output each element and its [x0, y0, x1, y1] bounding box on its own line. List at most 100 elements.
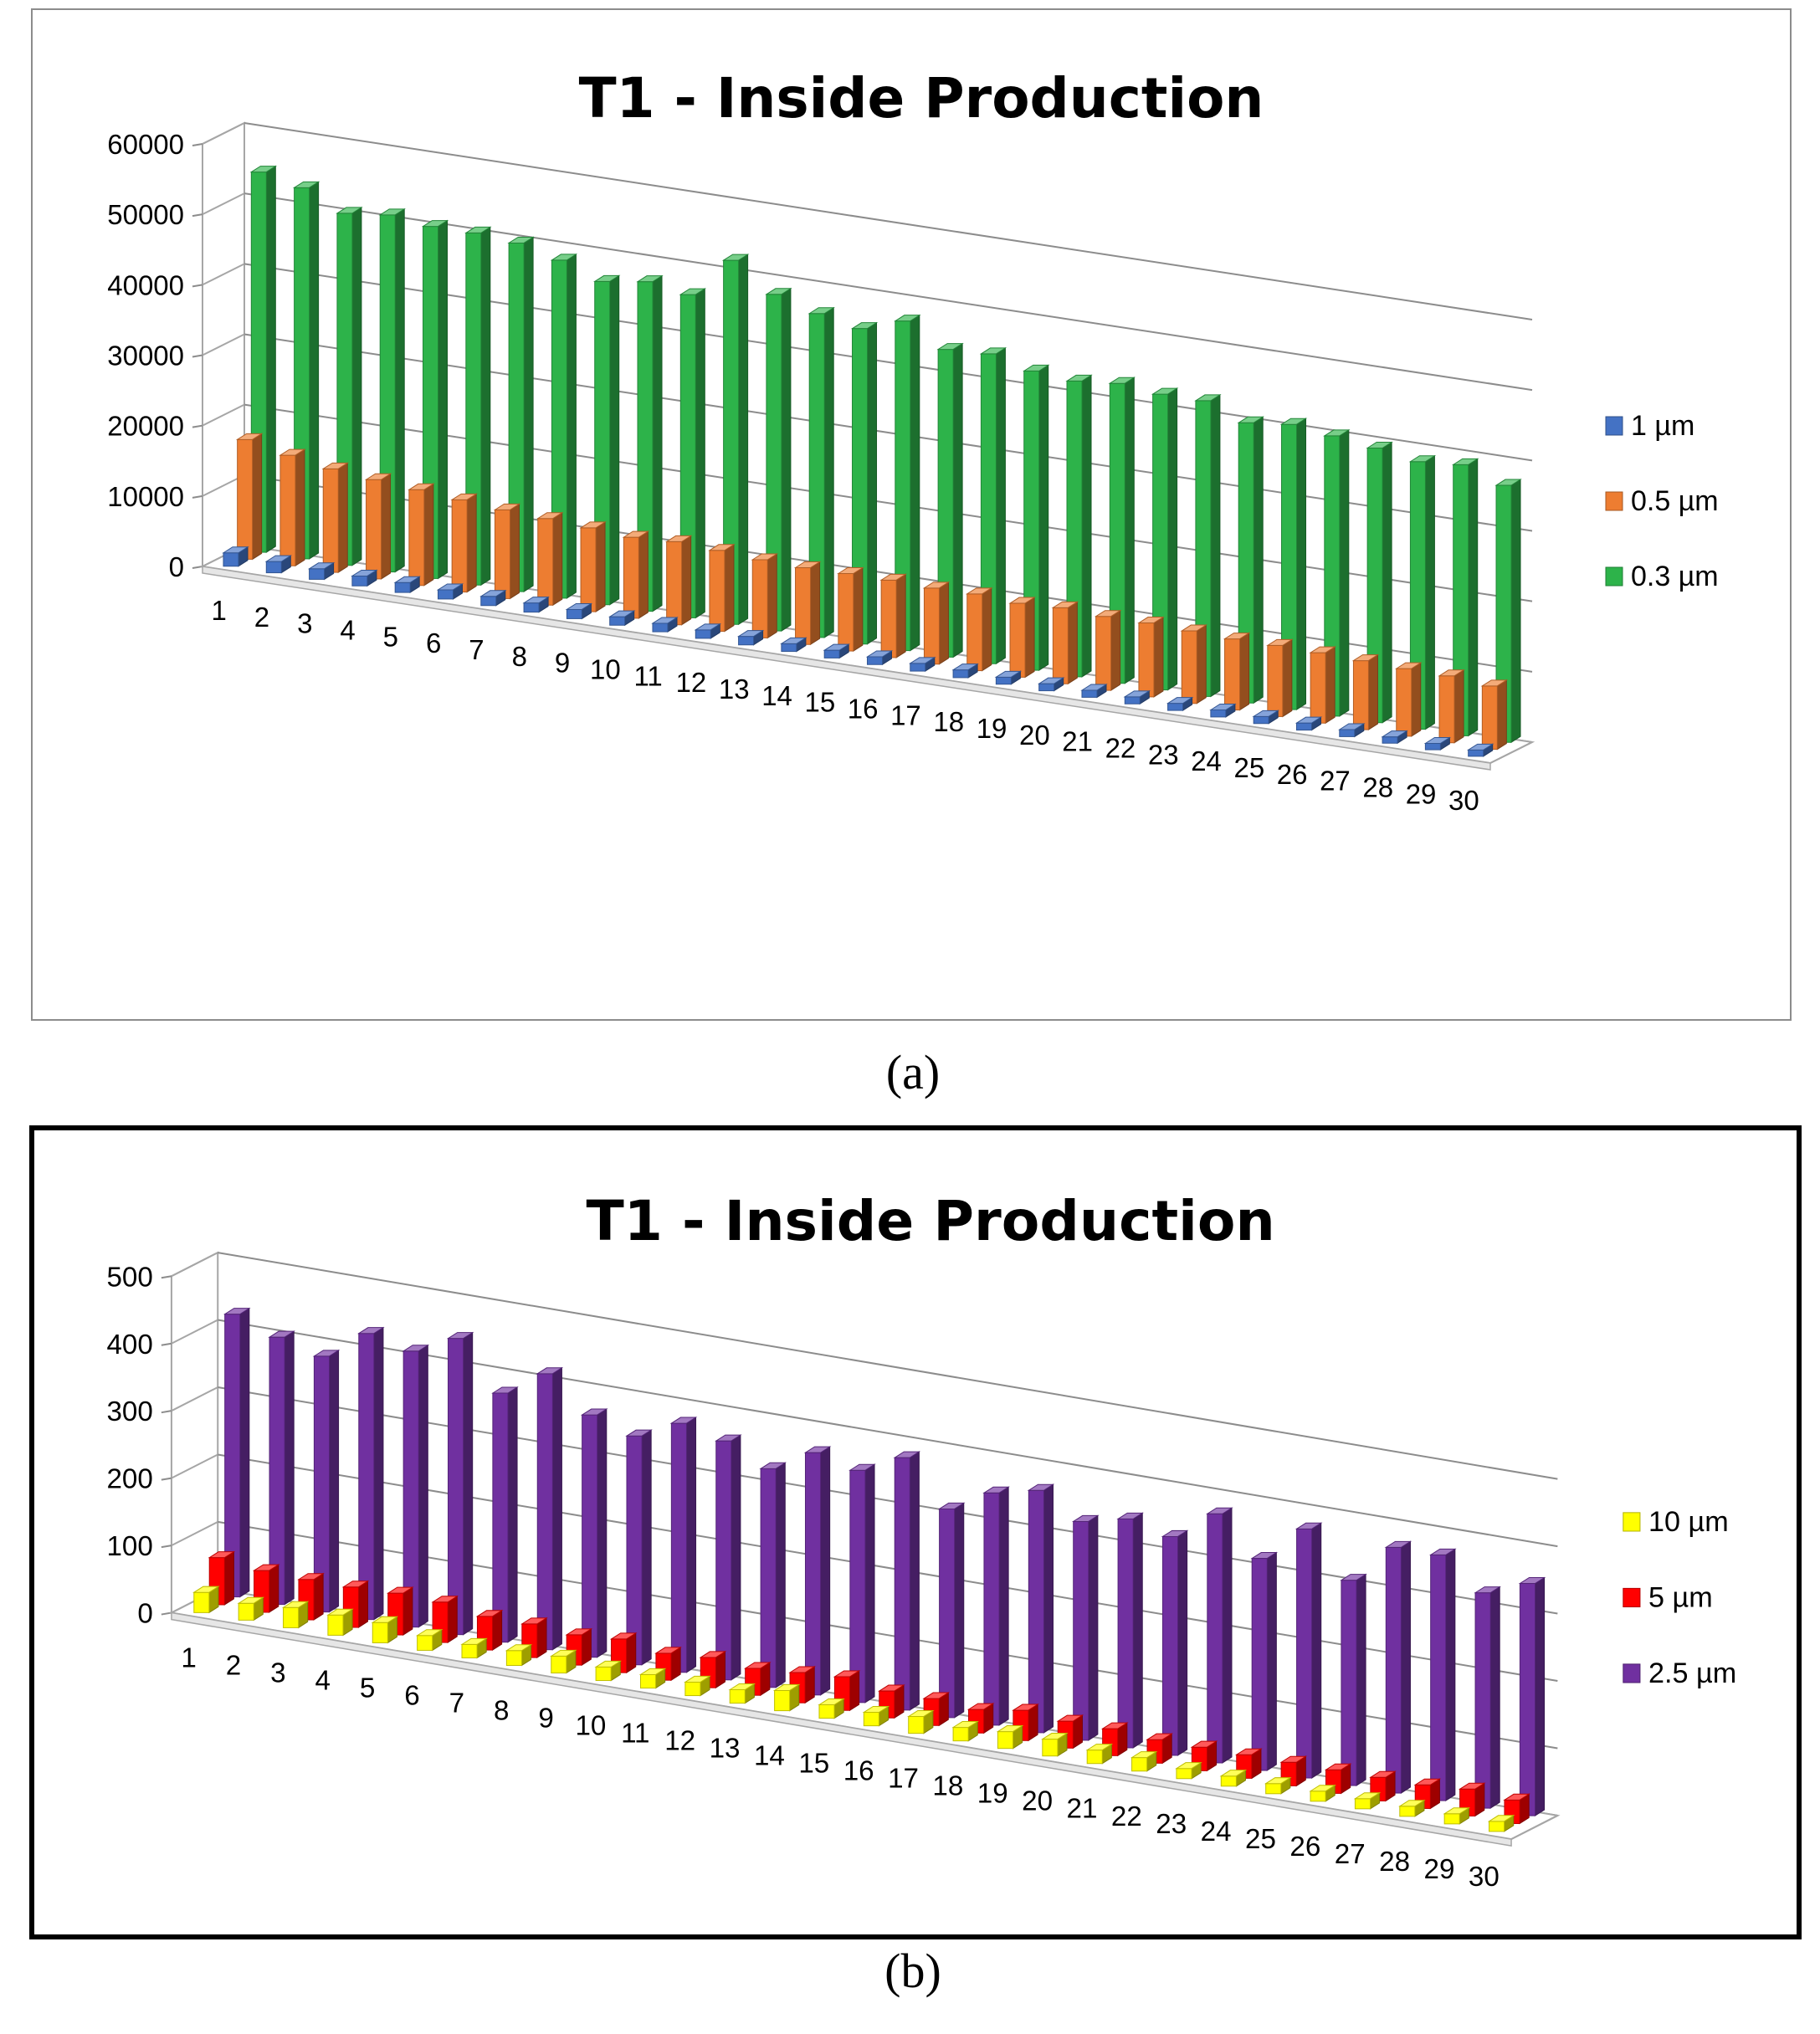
chart-b-x-tick-label: 14	[754, 1741, 785, 1772]
chart-a-bar-s1-c9	[565, 602, 593, 620]
chart-a-bar-s1-c24	[1209, 703, 1237, 718]
chart-a-bar-s3-c26	[1323, 429, 1351, 717]
chart-a-bar-s1-c16	[865, 650, 894, 666]
chart-b-x-tick-label: 30	[1469, 1862, 1500, 1893]
chart-a-bar-s2-c14	[793, 561, 822, 646]
panel-label-a: (a)	[885, 1045, 941, 1099]
chart-b-bar-s1-c9	[550, 1649, 577, 1674]
chart-b-bar-s1-c20	[1041, 1732, 1069, 1757]
chart-b-x-tick-label: 3	[270, 1657, 285, 1688]
chart-a-bar-s2-c4	[364, 473, 392, 580]
chart-a-bar-s3-c15	[850, 321, 879, 645]
chart-a-gridline	[202, 403, 1533, 602]
chart-a-bar-s1-c3	[307, 561, 336, 581]
chart-a-bar-s1-c11	[651, 617, 679, 633]
chart-b-bar-s1-c4	[326, 1608, 354, 1637]
chart-b-bar-s1-c14	[772, 1683, 801, 1712]
chart-a-y-tick-label: 60000	[107, 129, 184, 160]
chart-a-bar-s1-c12	[694, 622, 722, 639]
chart-b-bar-s1-c17	[906, 1709, 935, 1734]
chart-a-bar-s1-c14	[780, 637, 807, 653]
chart-b-x-tick-label: 28	[1379, 1847, 1410, 1878]
chart-b-bar-s1-c25	[1264, 1776, 1292, 1795]
chart-a-x-tick-label: 20	[1019, 720, 1050, 751]
chart-b-panel: T1 - Inside Production 0 100 200 300 400 500 1 2…	[29, 1125, 1802, 1939]
chart-b-x-tick-label: 19	[977, 1779, 1008, 1810]
chart-b-x-tick-label: 13	[710, 1734, 741, 1765]
chart-b-x-tick-label: 10	[575, 1711, 606, 1742]
chart-a-bar-s1-c30	[1466, 743, 1494, 757]
chart-a-bar-s1-c13	[736, 629, 765, 646]
chart-a-bar-s1-c6	[436, 583, 464, 600]
chart-b-bar-s1-c10	[594, 1660, 623, 1682]
chart-b-bar-s1-c18	[951, 1720, 979, 1742]
chart-b-x-tick-label: 21	[1067, 1794, 1098, 1825]
chart-b-x-tick-label: 29	[1424, 1854, 1455, 1885]
chart-a-bar-s1-c27	[1338, 723, 1366, 738]
chart-a-x-tick-label: 9	[555, 648, 570, 679]
chart-b-bar-s1-c30	[1487, 1814, 1515, 1832]
chart-b-bar-s3-c8	[536, 1366, 564, 1651]
chart-a-x-tick-label: 29	[1406, 778, 1437, 809]
chart-b-bar-s1-c28	[1398, 1799, 1426, 1817]
chart-a-x-tick-label: 8	[512, 641, 527, 672]
chart-b-x-tick-label: 22	[1111, 1801, 1142, 1832]
chart-b-bar-s3-c10	[625, 1429, 653, 1666]
chart-a-bar-s2-c21	[1094, 609, 1122, 691]
chart-b-x-tick-label: 16	[843, 1756, 874, 1787]
chart-b-gridline	[171, 1386, 1558, 1615]
chart-b-y-tick-label: 200	[106, 1464, 152, 1495]
chart-b-bar-s1-c16	[862, 1705, 890, 1727]
chart-a-gridline	[202, 263, 1533, 462]
chart-a-bar-s1-c8	[522, 596, 550, 613]
chart-b-bar-s3-c9	[580, 1408, 608, 1658]
chart-b-bar-s1-c2	[237, 1596, 265, 1622]
svg-text:0.3 µm: 0.3 µm	[1631, 561, 1719, 592]
chart-b-bar-s2-c25	[1279, 1755, 1308, 1787]
chart-a-bar-s2-c29	[1438, 669, 1465, 744]
chart-b-x-tick-label: 6	[404, 1680, 419, 1711]
chart-a-bar-s3-c19	[1022, 364, 1050, 671]
chart-a-x-tick-label: 19	[977, 713, 1007, 744]
chart-a-x-tick-label: 18	[933, 706, 964, 737]
chart-a-bar-s2-c5	[408, 483, 435, 587]
chart-b-bar-s2-c23	[1190, 1740, 1218, 1772]
chart-a-bar-s3-c10	[636, 274, 664, 612]
chart-a-x-tick-label: 14	[761, 680, 792, 711]
chart-a-bar-s2-c22	[1137, 616, 1165, 698]
chart-a-bar-s3-c6	[464, 226, 492, 587]
chart-a-x-tick-label: 1	[211, 595, 226, 626]
chart-b-bar-s3-c17	[937, 1502, 966, 1719]
chart-b-x-tick-label: 17	[888, 1764, 919, 1795]
chart-a-y-tick-label: 10000	[107, 481, 184, 512]
chart-a-bar-s3-c13	[765, 287, 792, 632]
chart-b-bar-s1-c26	[1309, 1784, 1336, 1802]
chart-b-gridline	[171, 1453, 1558, 1683]
chart-a-bar-s1-c22	[1123, 689, 1151, 705]
svg-text:5 µm: 5 µm	[1648, 1582, 1713, 1614]
chart-b-legend-item-1: 10 µm	[1623, 1506, 1729, 1538]
chart-b-bar-s3-c3	[312, 1349, 341, 1613]
chart-a-bar-s2-c9	[579, 521, 607, 612]
chart-b-bar-s3-c24	[1250, 1551, 1279, 1771]
chart-a-bar-s3-c23	[1194, 394, 1222, 698]
chart-b-y-tick-label: 500	[106, 1262, 152, 1293]
chart-b-x-tick-label: 8	[494, 1696, 509, 1727]
chart-a-title: T1 - Inside Production	[579, 66, 1264, 131]
chart-b-bar-s3-c1	[223, 1307, 251, 1598]
chart-a-y-tick-label: 40000	[107, 269, 184, 300]
chart-b-x-tick-label: 2	[226, 1650, 241, 1681]
chart-a-bar-s1-c23	[1166, 696, 1194, 711]
chart-a-bar-s2-c23	[1180, 624, 1207, 704]
chart-a-x-tick-label: 26	[1277, 759, 1308, 790]
chart-a-gridline	[202, 122, 1533, 320]
chart-b-bar-s1-c8	[505, 1643, 533, 1667]
chart-b-y-tick-label: 300	[106, 1396, 152, 1427]
chart-b-bar-s3-c16	[893, 1451, 921, 1711]
chart-a-bar-s2-c10	[622, 530, 650, 619]
chart-a-bar-s3-c29	[1451, 458, 1479, 737]
chart-b-bar-s3-c26	[1340, 1573, 1367, 1786]
chart-a-x-tick-label: 11	[634, 660, 663, 691]
chart-a-bar-s2-c28	[1395, 662, 1423, 737]
chart-b-bar-s1-c21	[1085, 1743, 1114, 1765]
